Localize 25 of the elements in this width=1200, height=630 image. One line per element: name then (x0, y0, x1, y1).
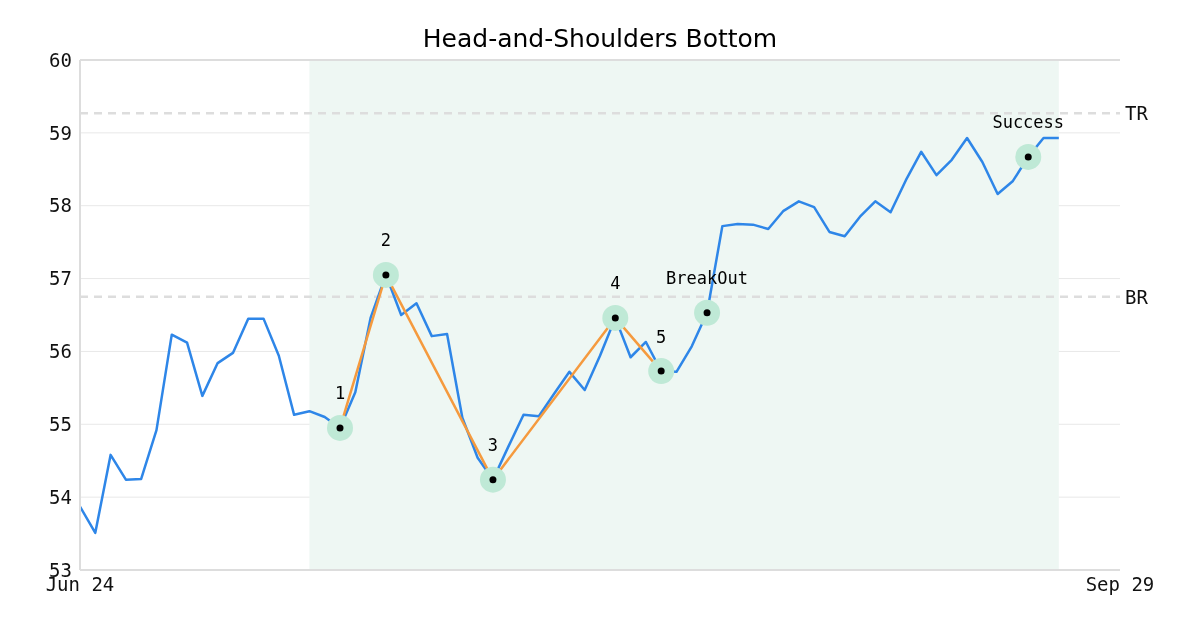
x-tick-label: Sep 29 (1085, 573, 1155, 596)
y-tick-label: 60 (49, 48, 72, 71)
annotation: 3 (487, 435, 499, 456)
line-series (80, 136, 1061, 535)
y-tick-label: 54 (49, 485, 72, 508)
y-tick-label: 55 (49, 413, 72, 436)
point (648, 358, 675, 385)
point (479, 466, 506, 493)
ref-line-label: BR (1125, 285, 1149, 308)
point (602, 304, 629, 331)
point (327, 414, 353, 441)
y-tick-label: 59 (49, 121, 72, 144)
y-tick-label: 58 (49, 194, 72, 217)
annotation: 1 (334, 383, 346, 404)
annotation: 4 (610, 273, 621, 294)
ref-line-label: TR (1125, 101, 1149, 124)
y-tick-label: 56 (49, 340, 72, 363)
y-tick-label: 57 (49, 267, 72, 290)
point (1015, 143, 1042, 170)
point (372, 261, 399, 288)
annotation: 2 (380, 230, 392, 251)
annotation: 5 (656, 326, 667, 347)
chart-title: Head-and-Shoulders Bottom (421, 24, 779, 53)
annotation: Success (992, 112, 1065, 133)
point (694, 299, 721, 326)
